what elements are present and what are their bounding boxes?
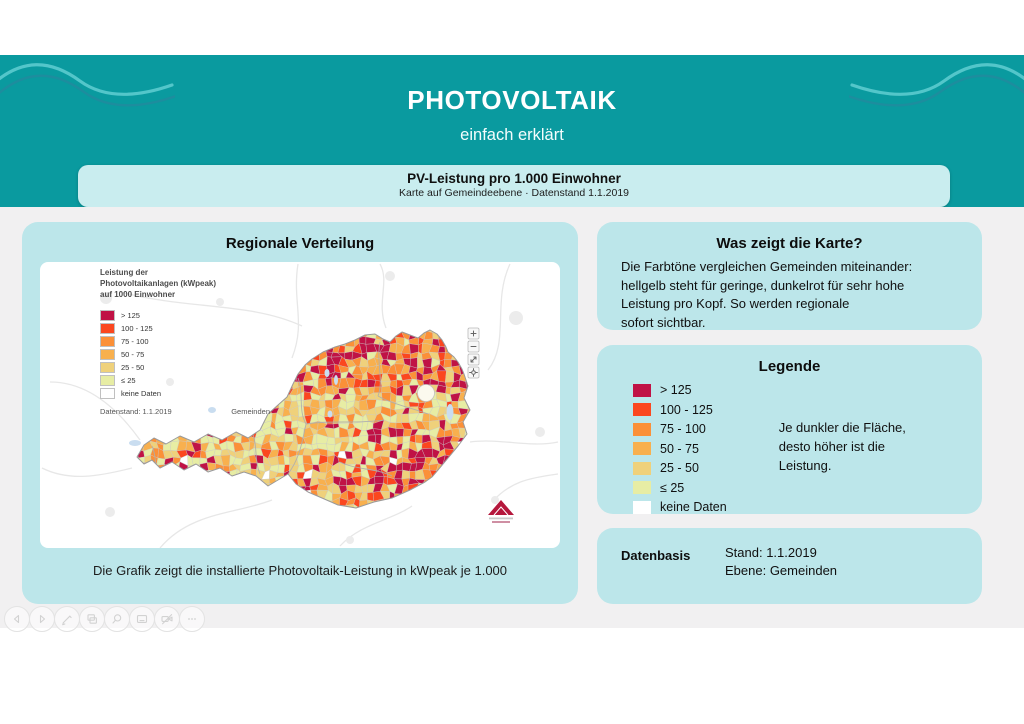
- zoom-button[interactable]: [104, 606, 130, 632]
- camera-off-button[interactable]: [154, 606, 180, 632]
- databasis-value: Stand: 1.1.2019 Ebene: Gemeinden: [725, 545, 838, 579]
- map-panel: Regionale Verteilung Leistung der Photov…: [22, 222, 578, 604]
- banner-title: PV-Leistung pro 1.000 Einwohner: [407, 171, 621, 186]
- legend-panel: Legende > 125 100 - 125 75 - 100 50 - 75…: [597, 345, 982, 514]
- legend-swatch: [633, 403, 651, 416]
- legend-swatch: [633, 442, 651, 455]
- header-band: PHOTOVOLTAIK einfach erklärt PV-Leistung…: [0, 55, 1024, 207]
- next-slide-button[interactable]: [29, 606, 55, 632]
- zoom-in-button[interactable]: [467, 327, 480, 340]
- legend-item: ≤ 25: [633, 481, 727, 495]
- slides-button[interactable]: [79, 606, 105, 632]
- map-canvas: Leistung der Photovoltaikanlagen (kWpeak…: [40, 262, 560, 548]
- slide-banner: PV-Leistung pro 1.000 Einwohner Karte au…: [78, 165, 950, 207]
- map-caption: Die Grafik zeigt die installierte Photov…: [92, 563, 508, 578]
- legend-swatch: [633, 383, 651, 397]
- camera-off-icon: [161, 614, 173, 625]
- legend-swatch: [633, 481, 651, 494]
- legend-content: > 125 100 - 125 75 - 100 50 - 75 25 - 50…: [597, 375, 982, 520]
- legend-item: 100 - 125: [633, 403, 727, 417]
- page-title: PHOTOVOLTAIK: [407, 85, 617, 115]
- more-button[interactable]: [179, 606, 205, 632]
- databasis-label: Datenbasis: [621, 548, 691, 563]
- legend-swatch: [633, 461, 651, 475]
- legend-note: Je dunkler die Fläche, desto höher ist d…: [778, 420, 906, 473]
- zoom-out-button[interactable]: [467, 340, 480, 353]
- magnifier-icon: [112, 614, 122, 624]
- info-panel-title: Was zeigt die Karte?: [716, 235, 863, 252]
- legend-swatch: [633, 422, 651, 436]
- austria-choropleth-map: [41, 263, 559, 548]
- legend-item: keine Daten: [633, 500, 727, 514]
- legend-items: > 125 100 - 125 75 - 100 50 - 75 25 - 50…: [633, 383, 727, 520]
- ellipsis-icon: [188, 618, 196, 620]
- screen-button[interactable]: [129, 606, 155, 632]
- info-panel: Was zeigt die Karte? Die Farbtöne vergle…: [597, 222, 982, 330]
- presentation-toolbar: [4, 606, 205, 632]
- legend-item: > 125: [633, 383, 727, 397]
- legend-swatch: [633, 500, 651, 514]
- screen-icon: [136, 615, 148, 623]
- next-icon: [39, 614, 46, 624]
- legend-item: 75 - 100: [633, 422, 727, 436]
- slides-icon: [87, 614, 97, 624]
- wave-decoration-left: [0, 63, 175, 107]
- map-zoom-controls: [467, 327, 480, 379]
- pen-icon: [62, 615, 72, 626]
- legend-panel-title: Legende: [758, 358, 821, 375]
- map-attribution-logo: [488, 500, 514, 523]
- map-panel-title: Regionale Verteilung: [225, 235, 375, 252]
- banner-subtitle: Karte auf Gemeindeebene · Datenstand 1.1…: [399, 187, 629, 199]
- legend-item: 50 - 75: [633, 442, 727, 456]
- previous-icon: [13, 614, 20, 624]
- databasis-panel: Datenbasis Stand: 1.1.2019 Ebene: Gemein…: [597, 528, 982, 604]
- info-panel-body: Die Farbtöne vergleichen Gemeinden mitei…: [621, 259, 913, 331]
- fullscreen-button[interactable]: [467, 353, 480, 366]
- page-subtitle: einfach erklärt: [460, 126, 564, 144]
- legend-item: 25 - 50: [633, 461, 727, 475]
- content-area: Regionale Verteilung Leistung der Photov…: [0, 207, 1024, 628]
- wave-decoration-right: [849, 63, 1024, 107]
- pen-button[interactable]: [54, 606, 80, 632]
- locate-button[interactable]: [467, 366, 480, 379]
- previous-slide-button[interactable]: [4, 606, 30, 632]
